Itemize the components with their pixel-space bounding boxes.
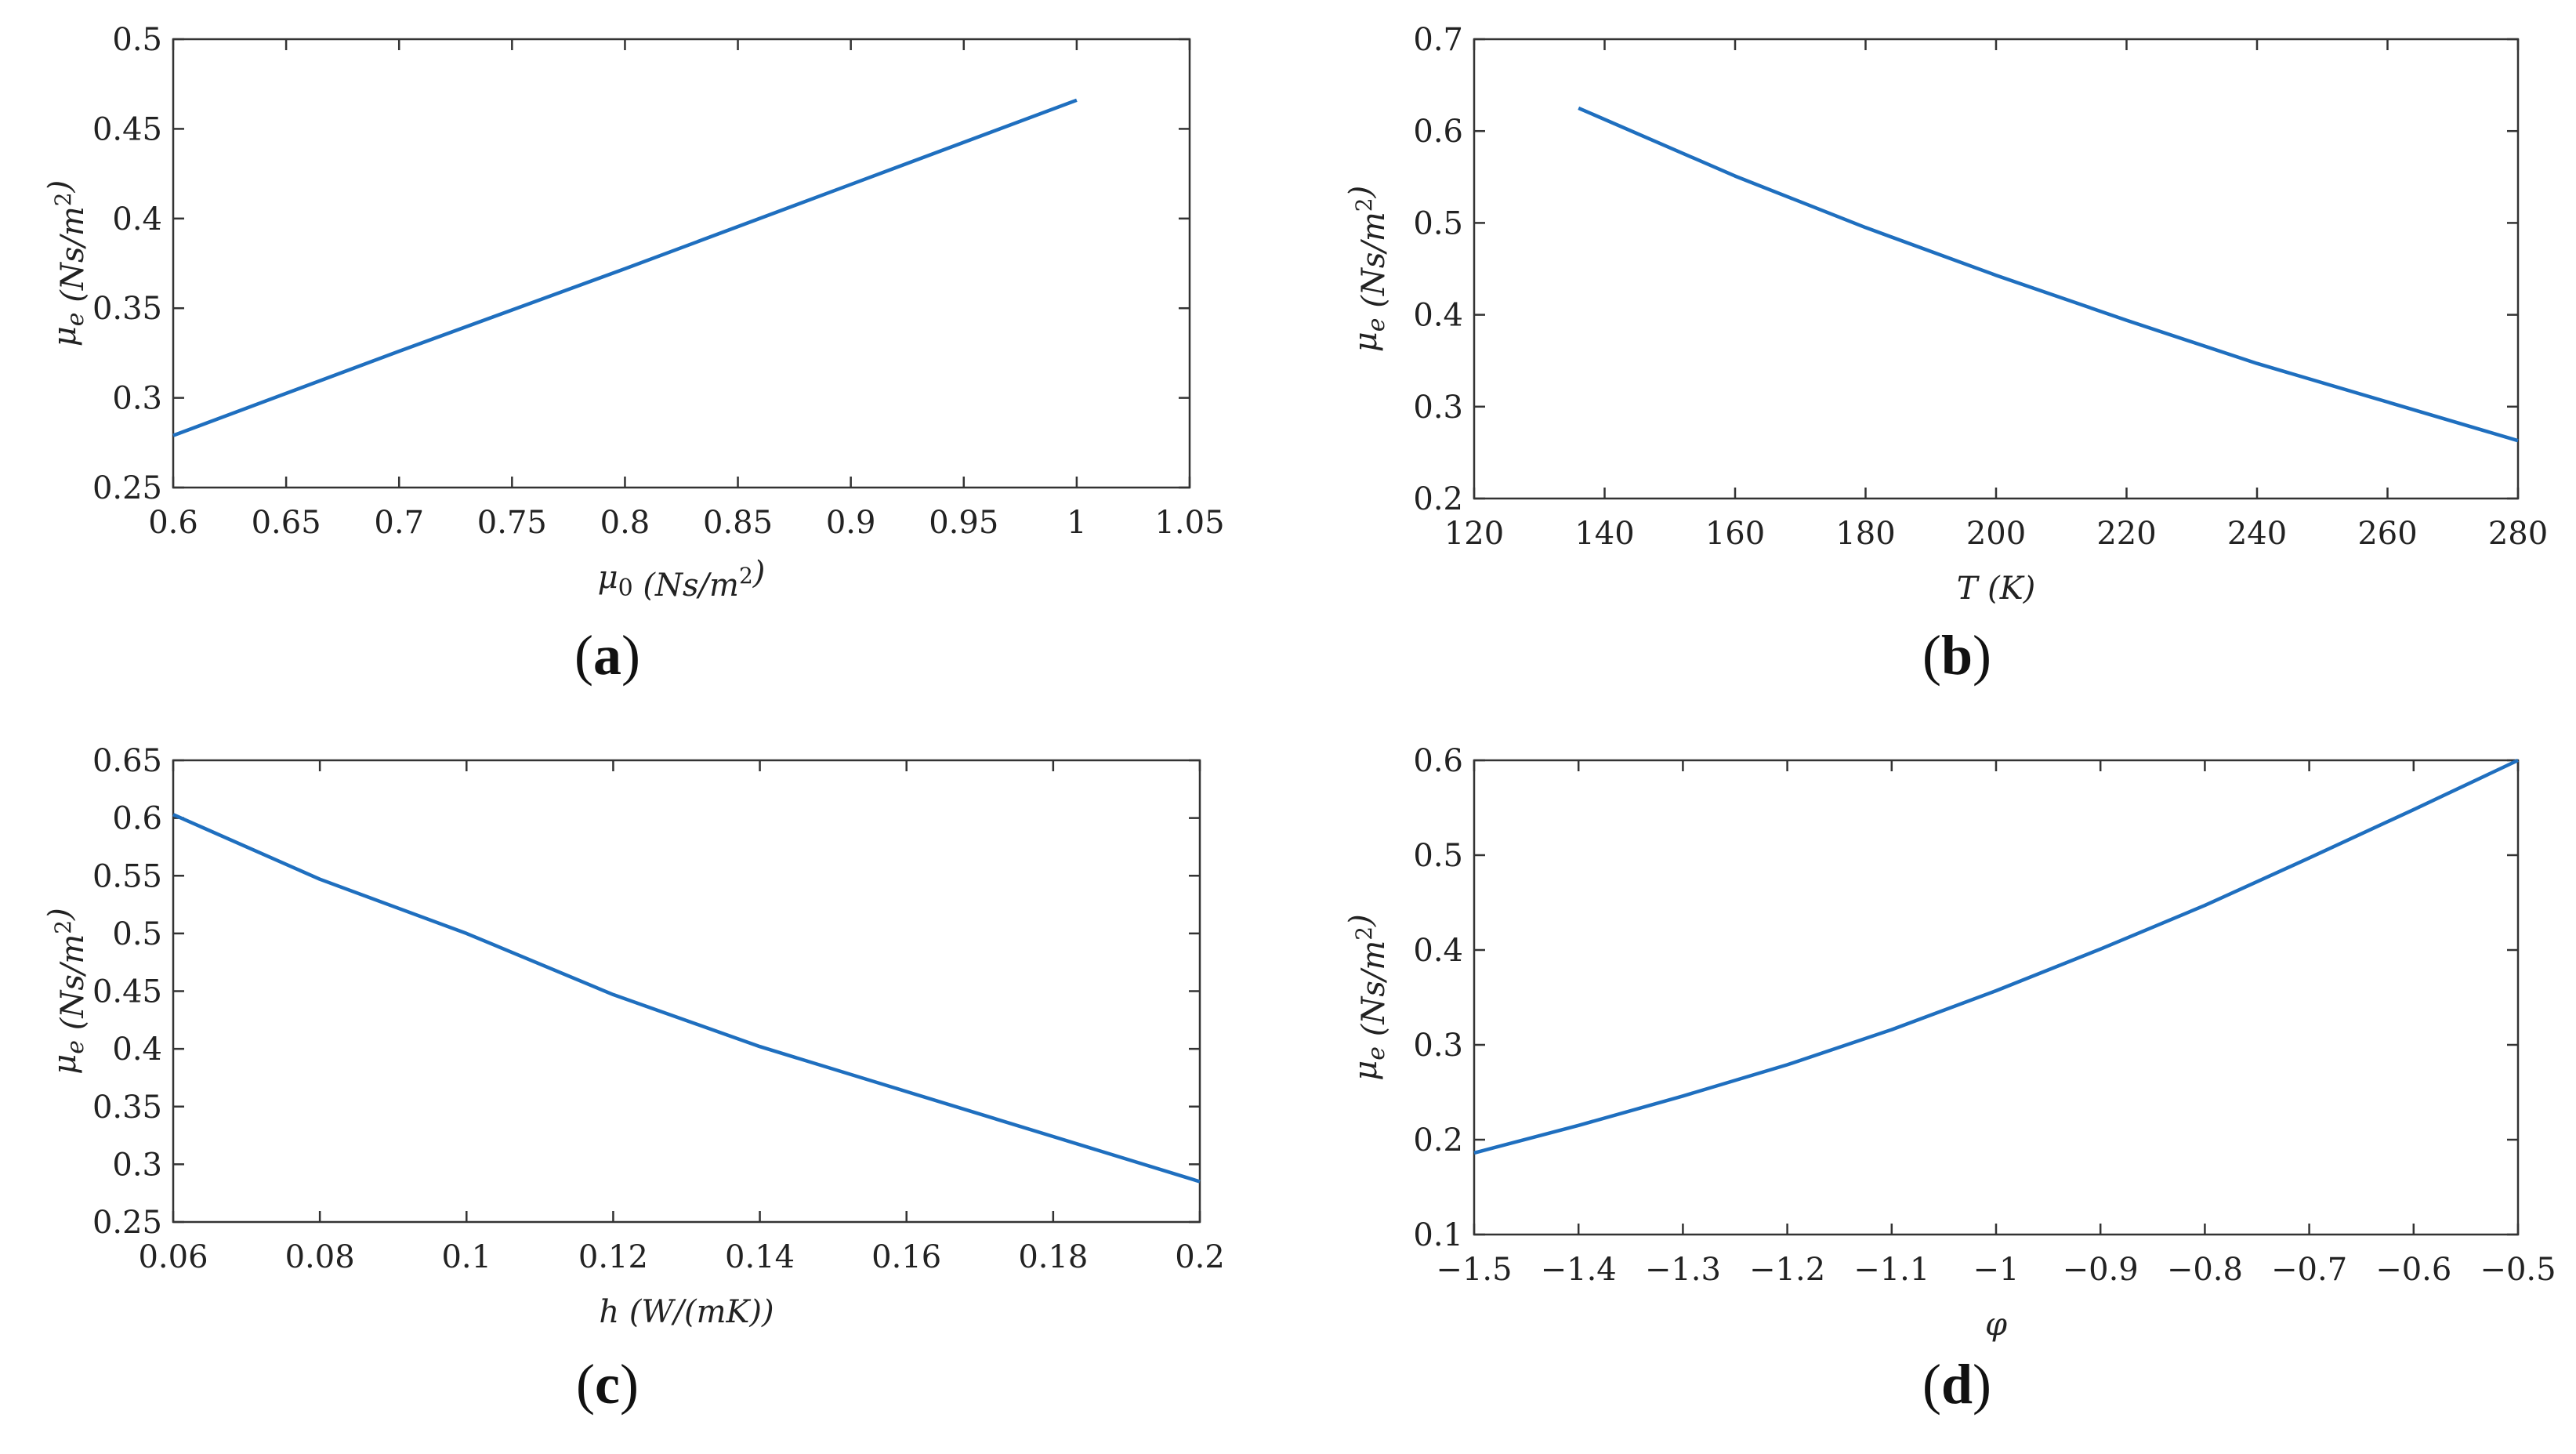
y-tick-label: 0.2 [1413,481,1463,517]
y-tick-label: 0.3 [112,381,162,417]
x-tick-label: 260 [2357,516,2417,552]
y-tick-label: 0.35 [92,291,162,327]
y-tick-label: 0.25 [92,1205,162,1241]
x-tick-label: −1.5 [1436,1252,1512,1288]
y-axis-label: μe (Ns/m2) [42,180,91,346]
x-tick-label: 180 [1835,516,1895,552]
y-tick-label: 0.35 [92,1090,162,1126]
x-tick-label: −1 [1973,1252,2020,1288]
x-tick-label: 0.08 [285,1239,355,1275]
x-tick-label: −1.4 [1541,1252,1617,1288]
chart-panel-a: 0.6 0.65 0.7 0.75 0.8 0.85 0.9 0.95 1 1.05 0.25 0.3… [42,22,1225,687]
y-tick-label: 0.3 [1413,1028,1463,1064]
y-tick-label: 0.45 [92,974,162,1010]
x-tick-label: 0.95 [929,505,998,541]
y-tick-label: 0.4 [1413,933,1463,969]
series-line [1578,106,2519,443]
plot-frame [172,759,1201,1224]
x-tick-label: 160 [1705,516,1765,552]
plot-frame [172,38,1191,489]
panel-caption: (d) [1922,1353,1991,1416]
y-tick-label: 0.55 [92,858,162,894]
series-line [1473,758,2519,1155]
chart-panel-d: −1.5 −1.4 −1.3 −1.2 −1.1 −1 −0.9 −0.8 −0.7 −0.6 −0… [1343,743,2556,1416]
x-tick-label: 0.6 [148,505,198,541]
panel-caption: (b) [1922,624,1991,687]
x-tick-label: 0.9 [826,505,876,541]
x-tick-label: 0.14 [725,1239,795,1275]
x-tick-label: −0.6 [2375,1252,2451,1288]
x-axis-label: φ [1985,1307,2007,1343]
x-tick-label: 0.75 [477,505,547,541]
x-tick-label: 220 [2096,516,2156,552]
y-tick-label: 0.5 [1413,205,1463,241]
y-tick-label: 0.65 [92,743,162,779]
y-tick-label: 0.2 [1413,1122,1463,1158]
x-tick-label: 120 [1444,516,1504,552]
x-tick-label: −1.2 [1749,1252,1825,1288]
x-tick-label: 1.05 [1154,505,1224,541]
x-axis-label: μ0 (Ns/m2) [598,555,766,604]
y-axis-label: μe (Ns/m2) [1343,914,1392,1080]
y-tick-label: 0.5 [112,22,162,58]
series-line [172,98,1078,437]
y-tick-label: 0.4 [112,201,162,237]
x-tick-label: 0.8 [600,505,650,541]
y-tick-label: 0.6 [1413,743,1463,779]
x-axis-label: h (W/(mK)) [599,1294,774,1330]
y-tick-label: 0.45 [92,111,162,147]
x-tick-label: 0.16 [871,1239,941,1275]
x-tick-label: 0.85 [703,505,773,541]
x-tick-label: 200 [1966,516,2026,552]
y-axis-label: μe (Ns/m2) [1343,186,1392,352]
y-tick-label: 0.5 [112,916,162,952]
y-tick-label: 0.25 [92,470,162,506]
y-tick-label: 0.7 [1413,22,1463,58]
plot-frame [1473,38,2520,500]
panel-caption: (a) [574,624,640,687]
y-tick-label: 0.4 [1413,298,1463,334]
x-tick-label: −0.5 [2480,1252,2556,1288]
plot-frame [1473,759,2520,1236]
x-tick-label: 0.65 [252,505,321,541]
x-tick-label: −1.1 [1853,1252,1929,1288]
x-tick-label: −0.7 [2271,1252,2347,1288]
x-tick-label: 1 [1067,505,1086,541]
x-tick-label: −1.3 [1645,1252,1721,1288]
chart-panel-c: 0.06 0.08 0.1 0.12 0.14 0.16 0.18 0.2 0.25 0.3 0.3… [42,743,1225,1416]
x-axis-label: T (K) [1957,571,2036,607]
y-tick-label: 0.6 [1413,114,1463,150]
x-tick-label: 0.7 [374,505,424,541]
x-tick-label: 240 [2227,516,2287,552]
y-axis-label: μe (Ns/m2) [42,908,91,1074]
y-tick-label: 0.6 [112,801,162,837]
y-tick-label: 0.1 [1413,1217,1463,1253]
x-tick-label: 140 [1574,516,1634,552]
x-tick-label: 0.12 [578,1239,648,1275]
x-tick-label: 0.1 [441,1239,491,1275]
x-tick-label: 0.06 [138,1239,208,1275]
x-tick-label: 0.18 [1018,1239,1088,1275]
y-tick-label: 0.4 [112,1032,162,1068]
y-tick-label: 0.5 [1413,838,1463,874]
series-line [172,813,1201,1184]
y-tick-label: 0.3 [1413,390,1463,426]
x-tick-label: −0.8 [2167,1252,2243,1288]
x-tick-label: 280 [2488,516,2548,552]
x-tick-label: −0.9 [2063,1252,2139,1288]
x-tick-label: 0.2 [1175,1239,1225,1275]
y-tick-label: 0.3 [112,1147,162,1183]
panel-caption: (c) [576,1353,639,1416]
chart-panel-b: 120 140 160 180 200 220 240 260 280 0.2 0.3 0.4 0.5 0… [1343,22,2548,687]
